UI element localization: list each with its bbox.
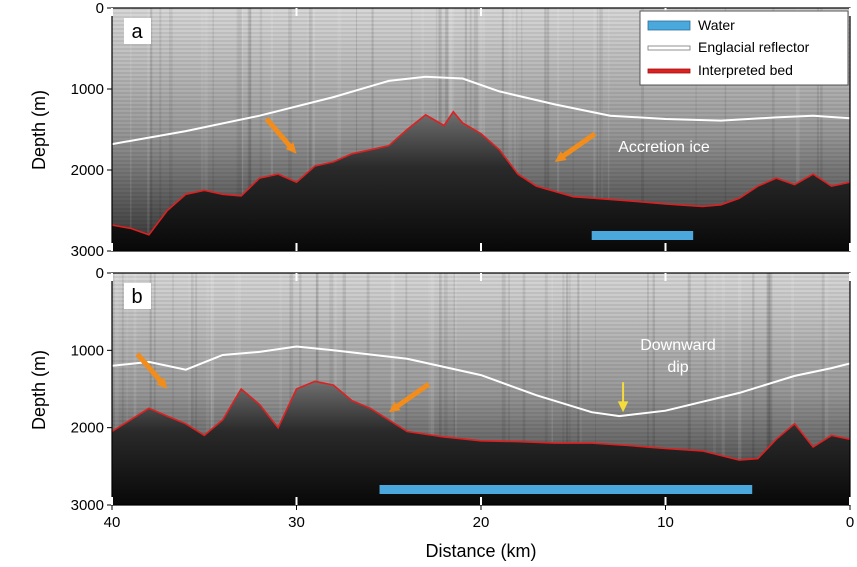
panel-label-box bbox=[124, 283, 151, 309]
downward-dip-label-2: dip bbox=[667, 359, 688, 376]
legend-swatch-water bbox=[647, 20, 691, 31]
y-tick-label: 2000 bbox=[71, 162, 104, 179]
x-tick-label: 30 bbox=[288, 514, 305, 531]
englacial-reflector-line bbox=[112, 345, 850, 418]
panel-label: a bbox=[131, 21, 143, 43]
interpreted-bed-line bbox=[112, 380, 850, 461]
y-tick-label: 2000 bbox=[71, 420, 104, 437]
annotation-arrow-head bbox=[388, 401, 401, 413]
bed-shadow bbox=[112, 111, 850, 251]
annotation-arrow-head bbox=[617, 401, 629, 413]
englacial-reflector-line bbox=[112, 75, 850, 146]
annotation-arrow-shaft bbox=[264, 117, 294, 150]
legend-swatch-englacial bbox=[647, 45, 691, 51]
y-tick-label: 1000 bbox=[71, 81, 104, 98]
water-bar bbox=[379, 485, 753, 494]
annotation-arrow-head bbox=[554, 151, 567, 162]
y-tick-label: 3000 bbox=[71, 497, 104, 514]
accretion-ice-label: Accretion ice bbox=[618, 139, 710, 156]
interpreted-bed-line bbox=[112, 110, 850, 236]
y-axis-label-b: Depth (m) bbox=[29, 350, 49, 430]
legend-swatch-bed bbox=[647, 68, 691, 74]
x-tick-label: 0 bbox=[846, 514, 854, 531]
downward-dip-label-1: Downward bbox=[640, 337, 716, 354]
annotation-arrow-head bbox=[285, 142, 297, 154]
panel-label: b bbox=[131, 286, 142, 308]
annotation-arrow-shaft bbox=[393, 382, 431, 410]
y-tick-label: 3000 bbox=[71, 243, 104, 260]
legend-label-englacial: Englacial reflector bbox=[698, 39, 810, 55]
annotation-arrow-head bbox=[156, 377, 168, 389]
y-tick-label: 0 bbox=[96, 0, 104, 17]
panel-label-box bbox=[124, 18, 151, 44]
y-axis-label-a: Depth (m) bbox=[29, 90, 49, 170]
x-tick-label: 20 bbox=[473, 514, 490, 531]
legend: Water Englacial reflector Interpreted be… bbox=[639, 10, 849, 86]
y-tick-label: 1000 bbox=[71, 342, 104, 359]
water-bar bbox=[591, 231, 694, 240]
y-tick-label: 0 bbox=[96, 265, 104, 282]
x-tick-label: 40 bbox=[104, 514, 121, 531]
legend-label-water: Water bbox=[698, 17, 735, 33]
annotation-arrow-shaft bbox=[559, 131, 597, 160]
x-tick-label: 10 bbox=[657, 514, 674, 531]
bed-shadow bbox=[112, 381, 850, 505]
legend-label-bed: Interpreted bed bbox=[698, 62, 793, 78]
annotation-arrow-shaft bbox=[135, 352, 165, 385]
x-axis-label: Distance (km) bbox=[425, 541, 536, 561]
